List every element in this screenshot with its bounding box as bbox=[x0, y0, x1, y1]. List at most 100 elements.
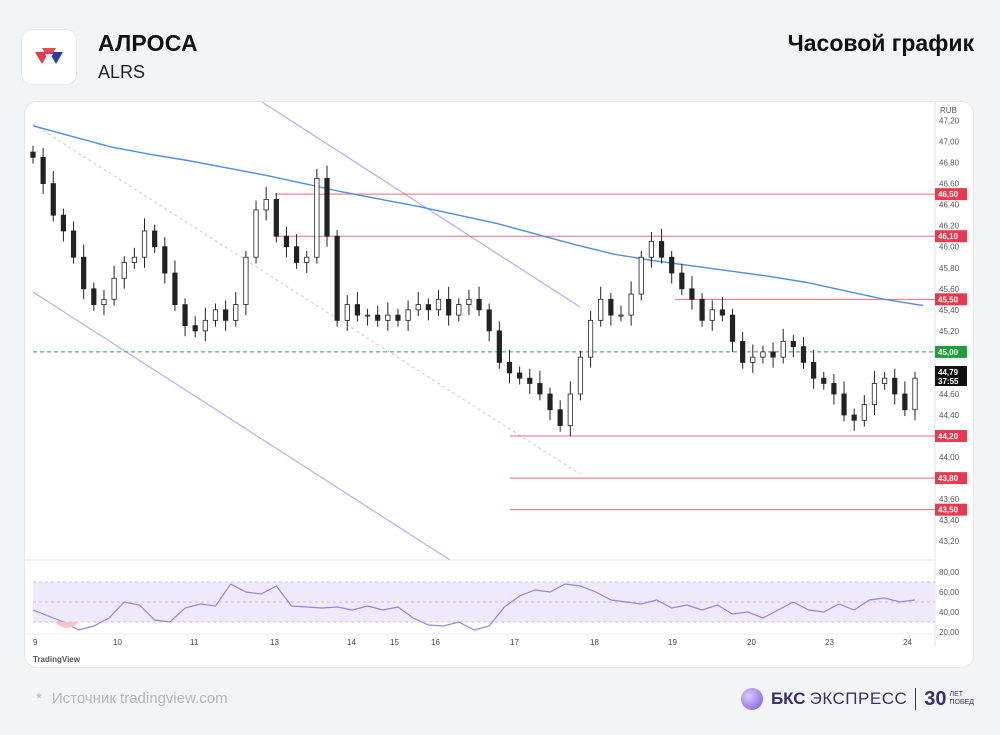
y-tick-label: 46,20 bbox=[939, 222, 960, 231]
candle-body bbox=[172, 272, 178, 305]
level-tag-label: 45,50 bbox=[938, 295, 959, 304]
candle-body bbox=[760, 351, 766, 358]
alrosa-logo bbox=[22, 30, 76, 84]
candle-body bbox=[912, 377, 918, 411]
candle-body bbox=[486, 309, 492, 332]
candle-body bbox=[182, 304, 188, 327]
rsi-tick-label: 80,00 bbox=[939, 568, 960, 577]
candle-body bbox=[790, 340, 796, 348]
level-tag bbox=[935, 293, 967, 306]
candle-body bbox=[415, 304, 421, 311]
candle-body bbox=[608, 298, 614, 316]
candle-body bbox=[628, 293, 634, 316]
y-tick-label: 46,00 bbox=[939, 243, 960, 252]
last-price-tag bbox=[935, 365, 967, 386]
candle-body bbox=[395, 314, 401, 321]
x-tick-label: 15 bbox=[390, 638, 399, 647]
candle-body bbox=[892, 377, 898, 395]
candle-body bbox=[30, 151, 36, 158]
candle-body bbox=[202, 319, 208, 332]
candle-body bbox=[618, 314, 624, 317]
rsi-oversold-fill bbox=[55, 622, 79, 628]
moving-average-line bbox=[32, 125, 924, 307]
y-tick-label: 44,40 bbox=[939, 411, 960, 420]
candle-body bbox=[780, 340, 786, 358]
y-tick-label: 46,60 bbox=[939, 180, 960, 189]
level-tag-label: 46,10 bbox=[938, 232, 959, 241]
trend-line-upper bbox=[261, 102, 581, 308]
candle-body bbox=[334, 235, 340, 321]
candle-body bbox=[293, 246, 300, 263]
level-tag bbox=[935, 188, 967, 201]
x-tick-label: 17 bbox=[510, 638, 519, 647]
candle-body bbox=[902, 393, 908, 411]
candle-body bbox=[861, 404, 867, 421]
candle-body bbox=[121, 262, 127, 279]
chart-card: RUB 47,20 47,00 46,80 46,60 46,40 46,20 46,00 45… bbox=[25, 102, 973, 667]
level-tag bbox=[935, 472, 967, 485]
brand-years-line1: ЛЕТ bbox=[949, 691, 964, 698]
candle-body bbox=[212, 309, 219, 321]
candle-body bbox=[476, 298, 482, 311]
candle-body bbox=[375, 314, 381, 321]
currency-label: RUB bbox=[940, 106, 957, 115]
candle-body bbox=[881, 377, 888, 384]
x-tick-label: 19 bbox=[668, 638, 677, 647]
level-tag-label: 45,00 bbox=[938, 348, 959, 357]
candle-body bbox=[506, 362, 513, 374]
ticker-label: ALRS bbox=[98, 62, 146, 82]
candle-body bbox=[435, 298, 442, 311]
bks-brand: БКС ЭКСПРЕСС 30 ЛЕТ ПОБЕД bbox=[740, 685, 974, 713]
candle-body bbox=[344, 304, 350, 321]
candle-body bbox=[800, 346, 807, 363]
brand-years: 30 bbox=[924, 687, 947, 710]
level-tag-label: 46,50 bbox=[938, 190, 959, 199]
candle-body bbox=[689, 288, 695, 300]
y-tick-label: 45,80 bbox=[939, 264, 960, 273]
candle-body bbox=[831, 383, 837, 395]
candle-body bbox=[405, 309, 411, 321]
candle-body bbox=[587, 319, 594, 358]
y-tick-label: 46,40 bbox=[939, 201, 960, 210]
candle-body bbox=[496, 330, 502, 363]
brand-years-line2: ПОБЕД bbox=[949, 699, 974, 706]
bks-logo-icon bbox=[740, 688, 763, 710]
level-tag bbox=[935, 503, 967, 516]
y-tick-label: 46,80 bbox=[939, 159, 960, 168]
candle-body bbox=[871, 383, 878, 405]
candle-body bbox=[598, 298, 604, 321]
candle-body bbox=[456, 304, 462, 316]
candle-body bbox=[283, 235, 290, 248]
candle-body bbox=[750, 356, 756, 363]
y-tick-label: 45,60 bbox=[939, 285, 960, 294]
candle-body bbox=[91, 288, 97, 305]
candle-body bbox=[111, 277, 117, 300]
candle-body bbox=[304, 256, 310, 263]
x-tick-label: 18 bbox=[590, 638, 599, 647]
candle-body bbox=[709, 309, 715, 321]
candle-body bbox=[324, 177, 330, 237]
candle-body bbox=[527, 377, 533, 384]
candle-body bbox=[223, 309, 229, 321]
candle-body bbox=[770, 351, 776, 358]
level-tag-label: 43,80 bbox=[938, 474, 959, 483]
candle-body bbox=[263, 199, 269, 211]
candle-body bbox=[385, 314, 391, 321]
level-tag bbox=[935, 230, 967, 243]
candle-body bbox=[517, 372, 523, 379]
header: АЛРОСА ALRS Часовой график bbox=[0, 0, 1000, 95]
brand-years-caption: ЛЕТ ПОБЕД bbox=[950, 691, 974, 707]
candle-body bbox=[354, 304, 361, 316]
candle-body bbox=[364, 314, 371, 317]
level-tag bbox=[935, 430, 967, 443]
y-tick-label: 45,20 bbox=[939, 327, 960, 336]
x-tick-label: 10 bbox=[113, 638, 122, 647]
candle-body bbox=[162, 246, 168, 274]
candle-body bbox=[466, 298, 472, 305]
x-tick-label: 13 bbox=[270, 638, 279, 647]
candle-body bbox=[699, 298, 705, 321]
y-tick-label: 47,20 bbox=[939, 117, 960, 126]
candle-body bbox=[243, 256, 249, 305]
y-tick-label: 43,60 bbox=[939, 495, 960, 504]
x-tick-label: 23 bbox=[825, 638, 834, 647]
